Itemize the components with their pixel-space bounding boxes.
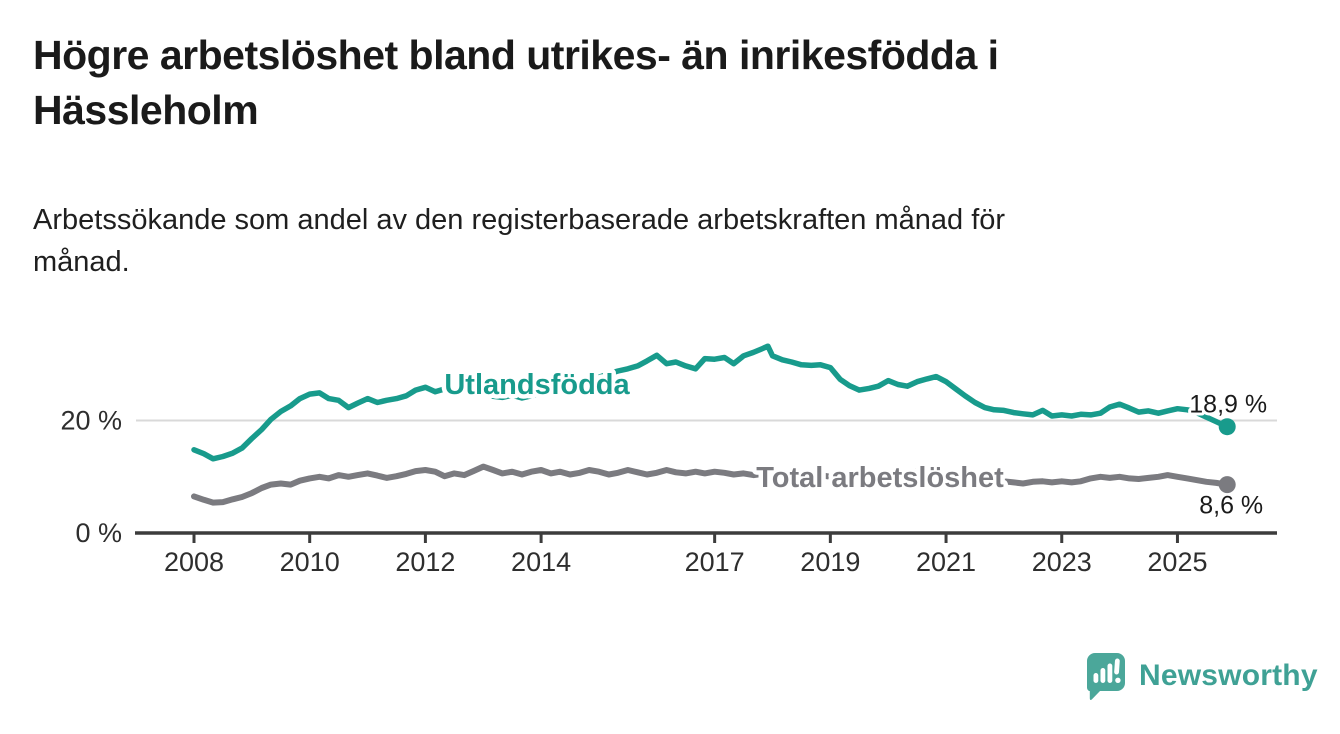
end-value-label-utlandsfodda: 18,9 %: [1189, 391, 1267, 419]
newsworthy-wordmark: Newsworthy: [1139, 659, 1318, 692]
series-line-utlandsfodda: [191, 343, 1230, 462]
x-axis-label-2010: 2010: [280, 547, 340, 577]
x-axis-label-2025: 2025: [1147, 547, 1207, 577]
series-label-total-arbetsloshet: Total arbetslöshet: [756, 462, 1004, 494]
end-dot-total-arbetsloshet: [1218, 476, 1236, 494]
page-title: Högre arbetslöshet bland utrikes- än inr…: [33, 28, 1273, 138]
chart-subtitle-line2: månad.: [33, 246, 130, 278]
x-axis-label-2008: 2008: [164, 547, 224, 577]
bar-large: [1107, 663, 1113, 683]
end-dot-utlandsfodda: [1218, 418, 1236, 436]
x-axis-label-2017: 2017: [685, 547, 745, 577]
x-axis-label-2012: 2012: [395, 547, 455, 577]
y-axis-label-20: 20 %: [60, 406, 122, 436]
bar-medium: [1100, 668, 1106, 683]
x-axis-label-2019: 2019: [800, 547, 860, 577]
x-axis-label-2014: 2014: [511, 547, 571, 577]
bar-small: [1093, 673, 1099, 683]
x-axis-label-2023: 2023: [1032, 547, 1092, 577]
series-line-total-arbetsloshet: [191, 463, 1231, 506]
exclamation-bar: [1114, 658, 1120, 675]
unemployment-line-chart: 20 % 0 % 2008 2010 2012 2014 2017 2019 2021 2023 2…: [60, 343, 1277, 577]
exclamation-dot: [1115, 677, 1121, 683]
newsworthy-logo: Newsworthy: [1085, 651, 1318, 701]
page-title-line2: Hässleholm: [33, 87, 259, 133]
series-label-utlandsfodda: Utlandsfödda: [444, 369, 630, 401]
chart-subtitle-line1: Arbetssökande som andel av den registerb…: [33, 204, 1006, 236]
y-axis-label-0: 0 %: [75, 518, 122, 548]
newsworthy-logo-icon: [1086, 653, 1125, 700]
page-title-line1: Högre arbetslöshet bland utrikes- än inr…: [33, 32, 999, 78]
end-value-label-total-arbetsloshet: 8,6 %: [1199, 492, 1263, 520]
x-axis-label-2021: 2021: [916, 547, 976, 577]
chart-subtitle: Arbetssökande som andel av den registerb…: [33, 199, 1273, 283]
